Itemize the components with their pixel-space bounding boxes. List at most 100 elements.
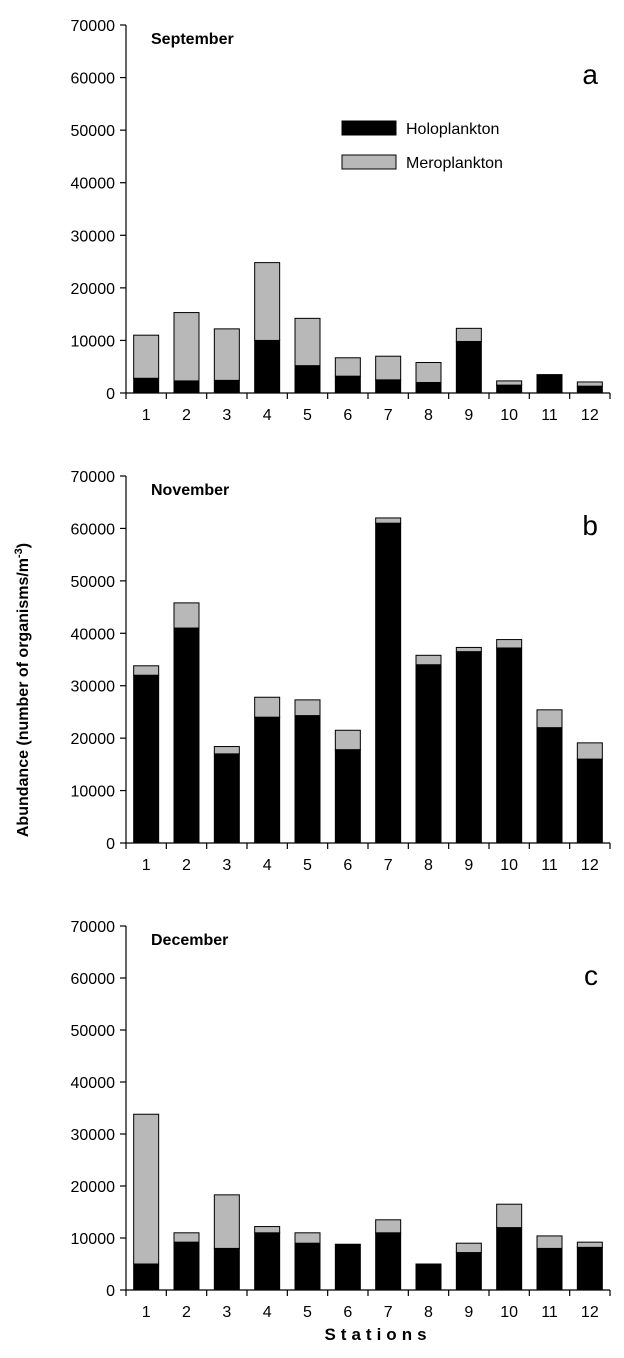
- bar-holoplankton-station-9: [455, 651, 482, 844]
- panel-letter: a: [582, 59, 598, 90]
- bar-holoplankton-station-7: [375, 1232, 402, 1291]
- bar-meroplankton-station-1: [133, 665, 160, 676]
- x-tick-label: 7: [384, 407, 393, 424]
- bar-meroplankton-station-1: [133, 334, 160, 379]
- x-tick-label: 12: [581, 407, 599, 424]
- x-tick-label: 6: [343, 857, 352, 874]
- bar-holoplankton-station-3: [213, 379, 240, 394]
- y-tick-label: 0: [106, 386, 115, 403]
- bar-meroplankton-station-7: [375, 355, 402, 381]
- bar-meroplankton-station-9: [455, 327, 482, 342]
- bar-holoplankton-station-7: [375, 522, 402, 844]
- x-tick-label: 11: [541, 407, 558, 424]
- bar-holoplankton-station-1: [133, 1263, 160, 1291]
- bar-meroplankton-station-10: [496, 1203, 523, 1229]
- bar-meroplankton-station-12: [576, 381, 603, 387]
- x-tick-label: 3: [222, 407, 231, 424]
- bar-holoplankton-station-11: [536, 1247, 563, 1291]
- x-tick-label: 3: [222, 857, 231, 874]
- y-tick-label: 30000: [71, 1127, 116, 1144]
- legend-swatch-meroplankton: [341, 154, 397, 170]
- bar-meroplankton-station-12: [576, 1241, 603, 1248]
- x-tick-label: 5: [303, 857, 312, 874]
- y-tick-label: 60000: [71, 71, 116, 88]
- bar-holoplankton-station-11: [536, 727, 563, 844]
- y-tick-label: 10000: [71, 1231, 116, 1248]
- x-tick-label: 4: [263, 407, 272, 424]
- x-tick-label: 12: [581, 857, 599, 874]
- x-tick-label: 2: [182, 1304, 191, 1321]
- y-tick-label: 40000: [71, 1075, 116, 1092]
- bar-holoplankton-station-6: [334, 749, 361, 844]
- x-tick-label: 4: [263, 1304, 272, 1321]
- x-tick-label: 1: [142, 857, 151, 874]
- bar-meroplankton-station-2: [173, 602, 200, 629]
- bar-meroplankton-station-5: [294, 699, 321, 717]
- bar-holoplankton-station-3: [213, 753, 240, 844]
- bar-holoplankton-station-7: [375, 379, 402, 394]
- x-tick-label: 1: [142, 1304, 151, 1321]
- x-tick-label: 10: [500, 857, 518, 874]
- bar-meroplankton-station-6: [334, 357, 361, 377]
- bar-holoplankton-station-10: [496, 647, 523, 844]
- y-tick-label: 20000: [71, 731, 116, 748]
- bar-meroplankton-station-1: [133, 1113, 160, 1265]
- bar-meroplankton-station-8: [415, 362, 442, 383]
- x-axis-label: Stations: [324, 1325, 431, 1344]
- bar-meroplankton-station-10: [496, 380, 523, 386]
- x-tick-label: 11: [541, 857, 558, 874]
- bar-holoplankton-station-5: [294, 715, 321, 844]
- x-tick-label: 10: [500, 1304, 518, 1321]
- bar-meroplankton-station-4: [254, 262, 281, 341]
- x-tick-label: 12: [581, 1304, 599, 1321]
- bar-meroplankton-station-3: [213, 328, 240, 381]
- bar-holoplankton-station-1: [133, 377, 160, 394]
- y-tick-label: 60000: [71, 971, 116, 988]
- y-tick-label: 50000: [71, 123, 116, 140]
- bar-meroplankton-station-12: [576, 742, 603, 760]
- y-tick-label: 30000: [71, 679, 116, 696]
- bar-meroplankton-station-8: [415, 654, 442, 666]
- x-tick-label: 8: [424, 407, 433, 424]
- x-tick-label: 1: [142, 407, 151, 424]
- bar-meroplankton-station-3: [213, 746, 240, 755]
- bar-holoplankton-station-4: [254, 1232, 281, 1291]
- legend-label-holoplankton: Holoplankton: [406, 121, 499, 138]
- bar-holoplankton-station-1: [133, 674, 160, 844]
- bar-holoplankton-station-8: [415, 1263, 442, 1291]
- x-tick-label: 2: [182, 857, 191, 874]
- y-tick-label: 10000: [71, 333, 116, 350]
- x-tick-label: 7: [384, 857, 393, 874]
- bar-meroplankton-station-7: [375, 1219, 402, 1234]
- bar-meroplankton-station-3: [213, 1194, 240, 1249]
- bar-meroplankton-station-2: [173, 1232, 200, 1243]
- bar-meroplankton-station-10: [496, 639, 523, 649]
- x-tick-label: 8: [424, 857, 433, 874]
- bar-holoplankton-station-5: [294, 1242, 321, 1291]
- bar-meroplankton-station-9: [455, 1242, 482, 1254]
- y-tick-label: 70000: [71, 469, 116, 486]
- y-tick-label: 50000: [71, 1023, 116, 1040]
- bar-holoplankton-station-8: [415, 381, 442, 394]
- y-tick-label: 10000: [71, 784, 116, 801]
- x-tick-label: 11: [541, 1304, 558, 1321]
- x-tick-label: 5: [303, 1304, 312, 1321]
- y-tick-label: 20000: [71, 1179, 116, 1196]
- y-tick-label: 70000: [71, 18, 116, 35]
- bar-holoplankton-station-8: [415, 664, 442, 844]
- panel-letter: c: [584, 960, 598, 991]
- x-tick-label: 10: [500, 407, 518, 424]
- y-tick-label: 0: [106, 836, 115, 853]
- y-tick-label: 40000: [71, 626, 116, 643]
- bar-meroplankton-station-7: [375, 517, 402, 524]
- bar-meroplankton-station-5: [294, 1232, 321, 1244]
- x-tick-label: 7: [384, 1304, 393, 1321]
- bar-holoplankton-station-10: [496, 1227, 523, 1291]
- panel-title: November: [151, 482, 229, 499]
- x-tick-label: 8: [424, 1304, 433, 1321]
- x-tick-label: 6: [343, 1304, 352, 1321]
- y-tick-label: 60000: [71, 521, 116, 538]
